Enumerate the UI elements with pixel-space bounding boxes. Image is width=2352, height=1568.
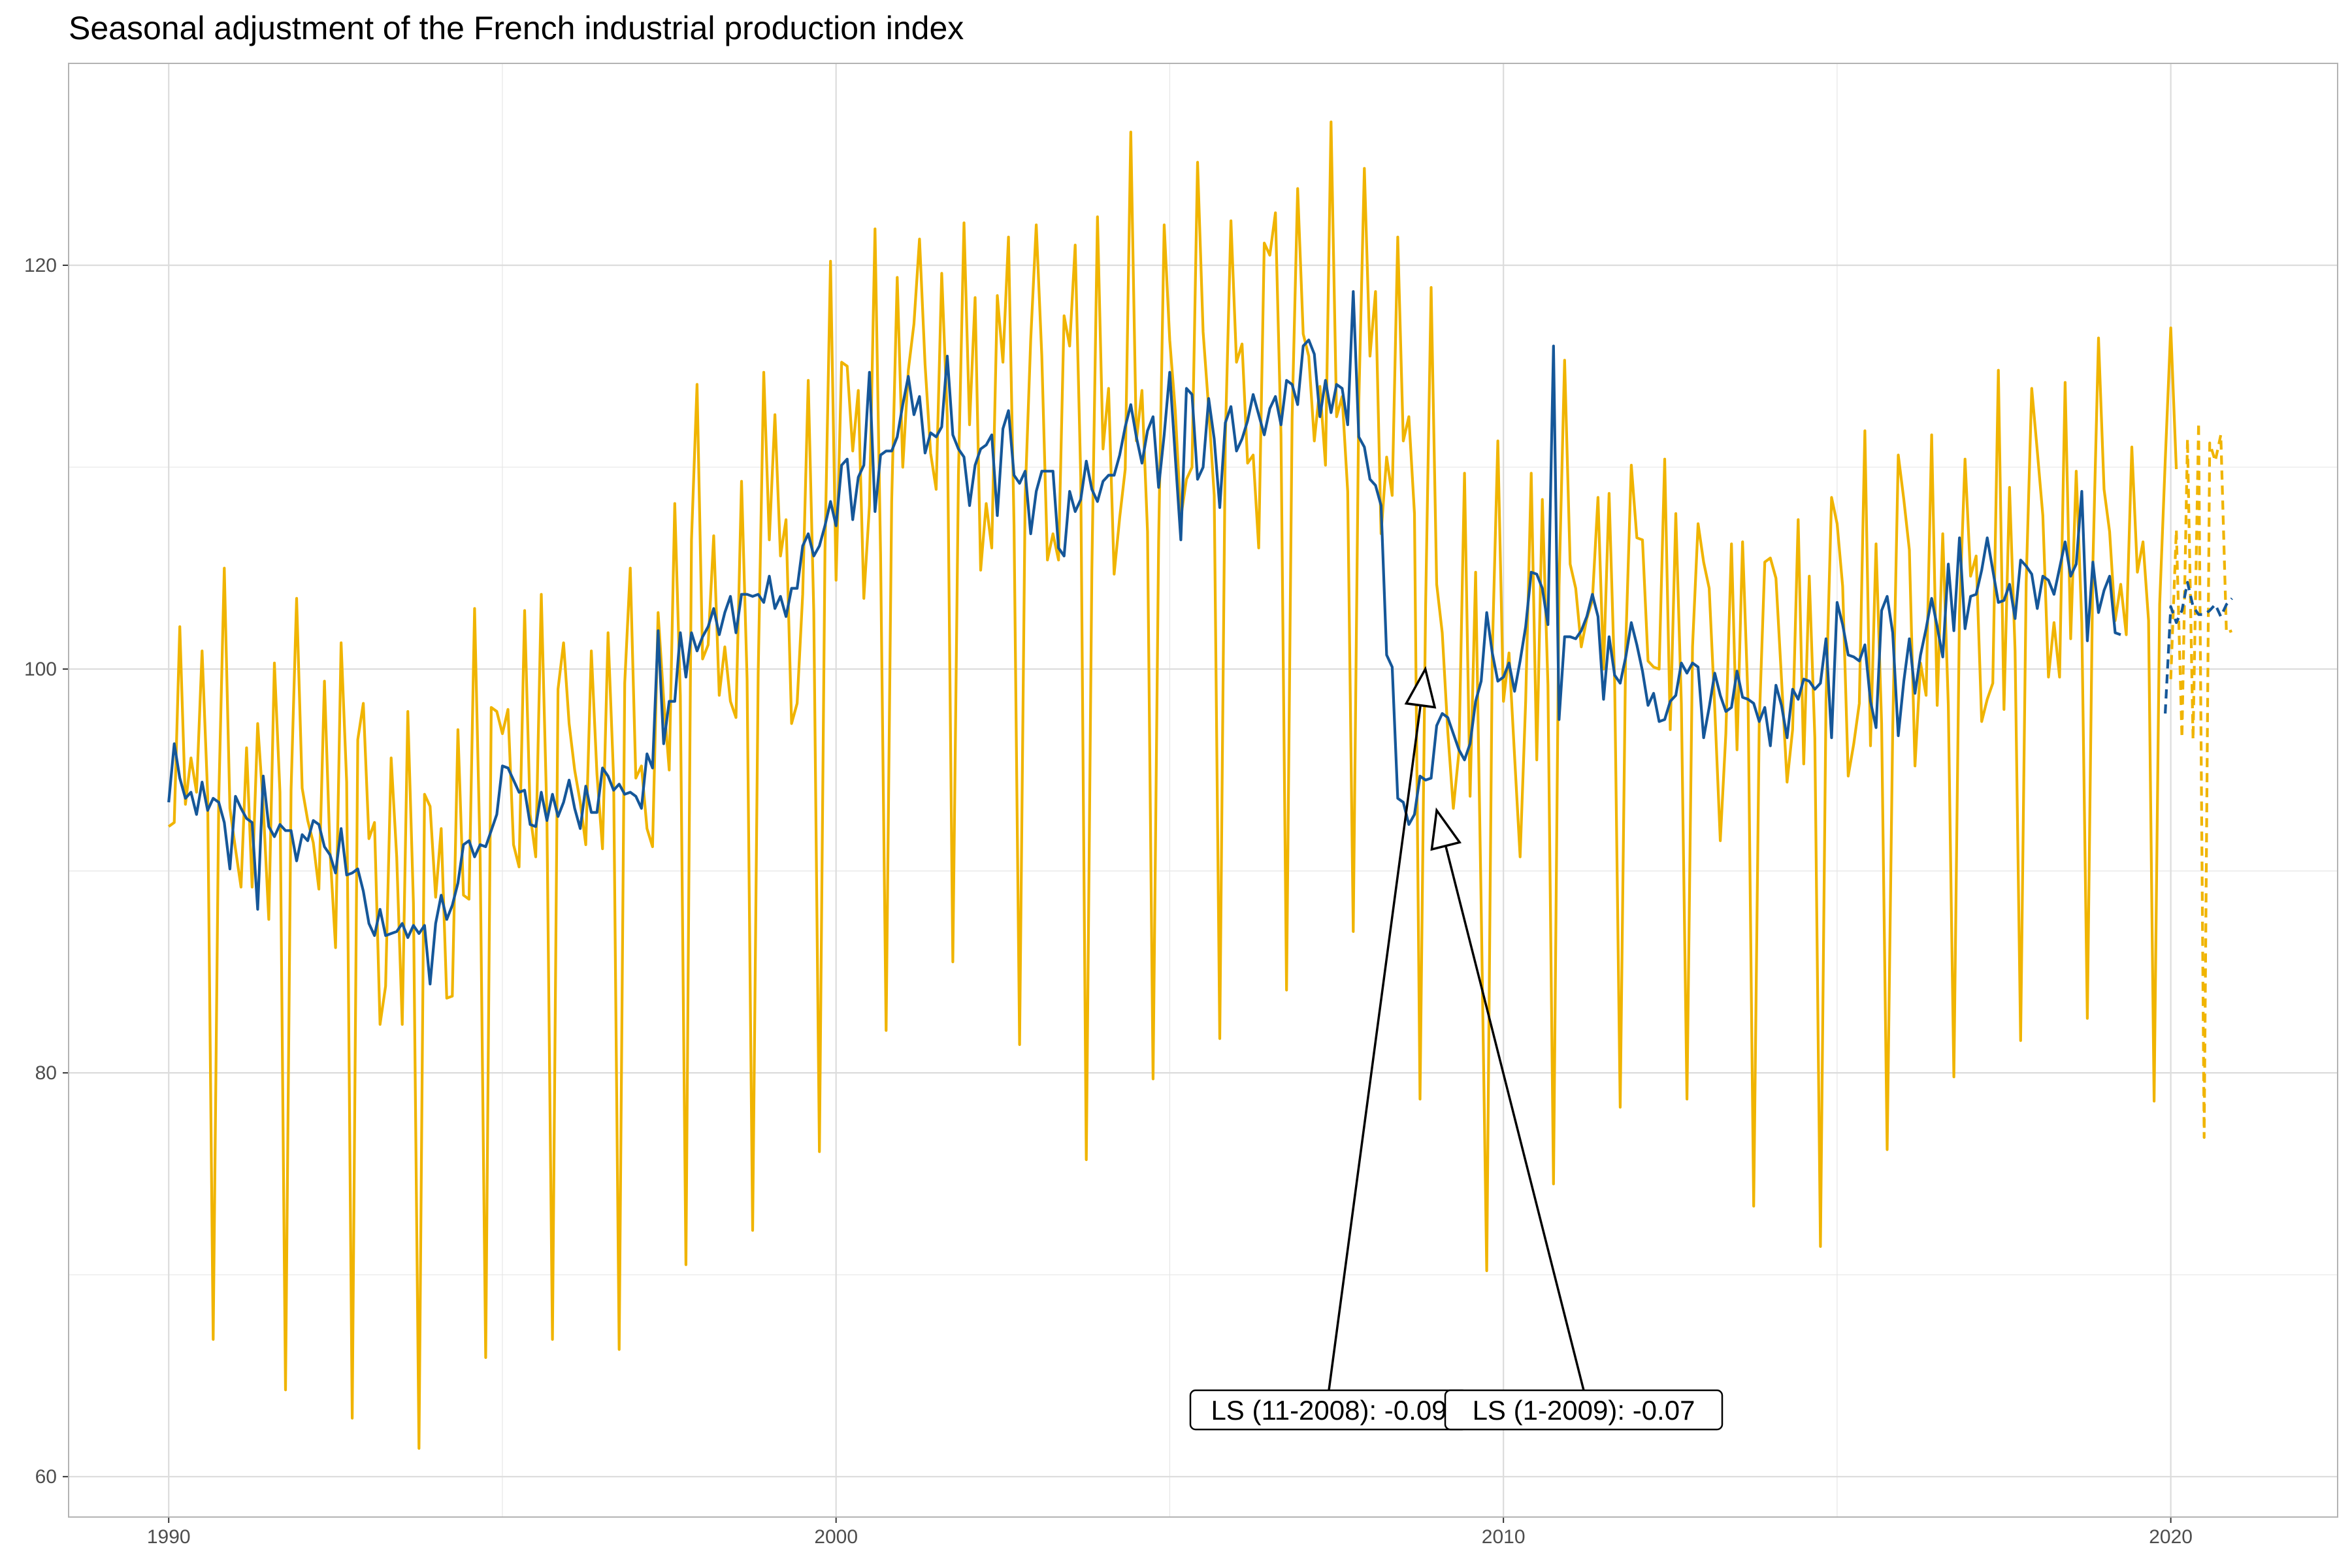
annotation-arrow bbox=[1328, 705, 1422, 1391]
series-lines bbox=[167, 120, 2233, 1450]
x-tick-label: 2000 bbox=[814, 1526, 858, 1548]
grid-lines bbox=[69, 63, 2338, 1517]
series-line-raw-forecast bbox=[2169, 421, 2233, 1139]
series-line-sa bbox=[167, 290, 2121, 986]
y-tick-label: 60 bbox=[35, 1466, 57, 1488]
x-tick-label: 1990 bbox=[147, 1526, 191, 1548]
annotation-label: LS (11-2008): -0.09 bbox=[1211, 1395, 1446, 1426]
annotation-arrowhead bbox=[1404, 666, 1437, 709]
panel-border bbox=[68, 63, 2338, 1518]
x-tick-label: 2010 bbox=[1482, 1526, 1526, 1548]
chart-title: Seasonal adjustment of the French indust… bbox=[69, 10, 964, 46]
y-tick-label: 120 bbox=[24, 255, 57, 276]
x-tick-label: 2020 bbox=[2149, 1526, 2193, 1548]
annotation-label-box bbox=[1444, 1389, 1723, 1431]
series-line-raw bbox=[167, 120, 2178, 1450]
annotation-arrow bbox=[1445, 845, 1585, 1391]
y-tick-label: 80 bbox=[35, 1062, 57, 1084]
annotation-arrowhead bbox=[1430, 807, 1462, 851]
series-line-sa-forecast bbox=[2164, 581, 2233, 714]
y-tick-label: 100 bbox=[24, 659, 57, 680]
axis-ticks: 1990 2000 2010 2020 60 80 100 120 bbox=[24, 255, 2193, 1548]
annotation-label: LS (1-2009): -0.07 bbox=[1473, 1395, 1695, 1426]
annotations: LS (11-2008): -0.09 LS (1-2009): -0.07 bbox=[1189, 666, 1723, 1431]
